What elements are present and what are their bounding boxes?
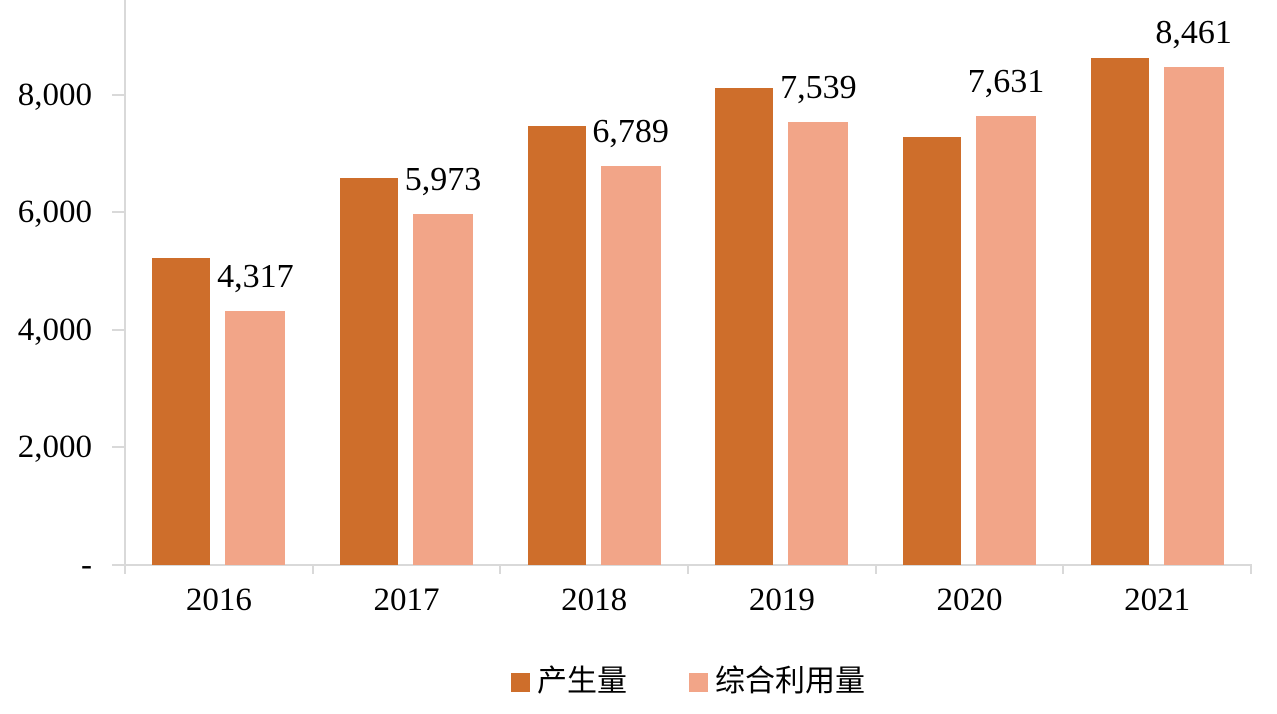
bar-产生量-2016 [152, 258, 211, 565]
x-axis-tick [499, 565, 502, 574]
legend: 产生量 综合利用量 [125, 664, 1251, 700]
x-axis-category-label: 2019 [748, 582, 815, 618]
bar-综合利用量-2017 [413, 213, 473, 565]
legend-swatch-icon [689, 672, 708, 692]
y-axis-tick-label: 6,000 [17, 194, 92, 231]
legend-item-label: 产生量 [537, 665, 627, 698]
y-axis-tick-label: - [81, 547, 92, 583]
data-label-综合利用量-2016: 4,317 [217, 258, 294, 296]
legend-item-label: 综合利用量 [715, 665, 865, 698]
x-axis-tick [687, 565, 689, 574]
x-axis-category-label: 2018 [561, 582, 628, 618]
data-label-综合利用量-2019: 7,539 [780, 68, 857, 106]
bar-综合利用量-2020 [976, 116, 1036, 565]
y-axis-tick [112, 564, 125, 566]
x-axis-tick [311, 565, 314, 574]
x-axis-tick [124, 565, 126, 574]
y-axis-tick [112, 446, 125, 449]
x-axis-category-label: 2020 [936, 582, 1003, 618]
bar-产生量-2018 [527, 125, 586, 565]
bar-综合利用量-2021 [1163, 67, 1224, 565]
bar-产生量-2020 [903, 136, 961, 565]
bar-产生量-2017 [340, 178, 398, 565]
data-label-综合利用量-2021: 8,461 [1155, 14, 1232, 52]
bar-综合利用量-2019 [788, 121, 849, 565]
data-label-综合利用量-2018: 6,789 [592, 112, 669, 150]
legend-item-产生量: 产生量 [511, 664, 627, 700]
y-axis-tick-label: 8,000 [17, 76, 92, 113]
y-axis-tick-label: 2,000 [17, 429, 92, 466]
x-axis-category-label: 2016 [185, 582, 252, 618]
bar-综合利用量-2018 [600, 165, 661, 565]
x-axis-tick [1250, 565, 1252, 574]
bar-产生量-2021 [1090, 57, 1149, 565]
legend-item-综合利用量: 综合利用量 [689, 664, 865, 700]
legend-swatch-icon [511, 672, 530, 692]
y-axis-tick [112, 93, 125, 96]
y-axis-tick [112, 328, 125, 331]
data-label-综合利用量-2020: 7,631 [967, 63, 1045, 101]
y-axis-line [124, 0, 126, 565]
x-axis-tick [874, 565, 877, 574]
x-axis-category-label: 2021 [1124, 582, 1191, 618]
x-axis-category-label: 2017 [373, 582, 440, 618]
y-axis-tick-label: 4,000 [17, 311, 92, 348]
y-axis-tick [112, 211, 125, 214]
data-label-综合利用量-2017: 5,973 [404, 160, 482, 198]
bar-综合利用量-2016 [225, 311, 286, 565]
bar-产生量-2019 [715, 88, 774, 565]
x-axis-tick [1062, 565, 1065, 574]
x-axis-line [112, 564, 1252, 566]
